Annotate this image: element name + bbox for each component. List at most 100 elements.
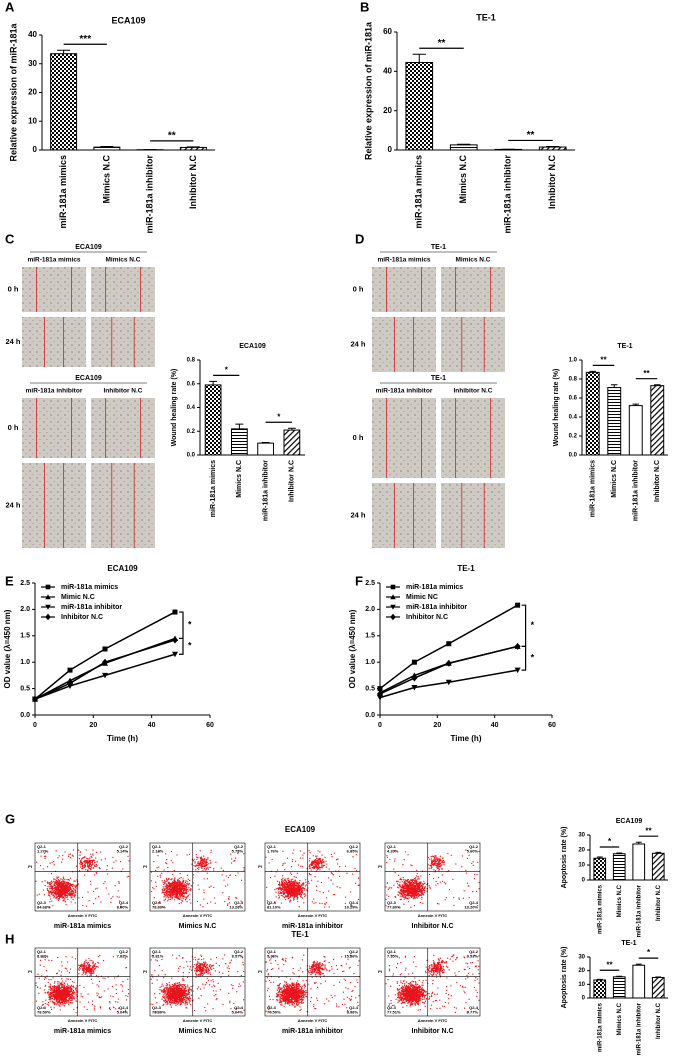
bar — [650, 385, 665, 456]
y-tick-label: 2.0 — [20, 606, 30, 613]
legend-label: Mimic NC — [406, 594, 438, 601]
micrograph — [22, 398, 86, 458]
significance-label: * — [647, 948, 651, 957]
y-tick-label: 0.5 — [20, 685, 30, 692]
y-axis-label: Wound healing rate (%) — [171, 369, 178, 447]
chart-title: ECA109 — [616, 818, 643, 825]
column-label: Mimics N.C — [455, 257, 490, 264]
legend-label: miR-181a mimics — [61, 584, 118, 591]
x-tick-label: 40 — [148, 722, 156, 729]
column-label: Inhibitor N.C — [454, 388, 493, 395]
y-axis-label: Relative expression of miR-181a — [8, 22, 18, 161]
error-bar — [100, 146, 114, 148]
error-bar — [632, 403, 639, 406]
y-axis-label: PI — [378, 969, 382, 974]
quadrant-percent: 77.51% — [387, 1010, 401, 1015]
sample-label: miR-181a inhibitor — [282, 1028, 343, 1035]
series-line — [379, 669, 518, 699]
error-bar — [654, 384, 661, 386]
significance-bracket — [179, 637, 184, 655]
y-tick-label: 0.8 — [569, 377, 578, 383]
quadrant-name: Q2-3 — [267, 1005, 277, 1010]
x-tick-label: Inhibitor N.C — [188, 155, 198, 209]
series-line — [34, 611, 176, 700]
point-marker — [102, 658, 108, 666]
y-axis-label: Relative expression of miR-181a — [363, 21, 373, 160]
row-label: 0 h — [8, 423, 19, 432]
significance-label: * — [188, 641, 192, 651]
y-axis-label: Apoptosis rate (%) — [561, 947, 568, 1009]
plot-frame — [34, 947, 131, 1017]
dot-cloud — [265, 954, 360, 1013]
chart-title: TE-1 — [476, 12, 496, 22]
legend-marker — [45, 604, 51, 610]
significance-label: ** — [527, 130, 535, 141]
significance-label: * — [531, 653, 535, 663]
y-axis-label: PI — [378, 864, 382, 869]
quadrant-percent: 15.86% — [344, 954, 358, 959]
micrograph — [372, 483, 436, 548]
micrograph — [22, 317, 86, 367]
error-bar — [457, 143, 471, 145]
quadrant-percent: 5.36% — [267, 954, 279, 959]
series-line — [34, 639, 176, 700]
wound-edge — [394, 483, 414, 548]
x-axis-label: Annexin V FITC — [418, 1018, 448, 1023]
sample-label: miR-181a mimics — [54, 923, 111, 930]
y-tick-label: 0 — [582, 996, 586, 1002]
x-tick-label: Inhibitor N.C — [547, 155, 557, 209]
significance-label: ** — [645, 826, 652, 835]
micrograph — [441, 398, 505, 478]
legend-label: miR-181a inhibitor — [406, 604, 467, 611]
quadrant-name: Q2-2 — [349, 844, 359, 849]
quadrant-gate — [265, 843, 360, 911]
x-tick-label: Mimics N.C — [458, 155, 468, 204]
bar — [405, 61, 434, 151]
series-line — [379, 645, 518, 694]
dot-cloud — [385, 954, 480, 1014]
dot-cloud — [35, 955, 130, 1014]
bar — [628, 405, 643, 456]
wound-edge — [455, 398, 491, 478]
block-header: ECA109 — [75, 375, 102, 382]
wound-edge — [111, 317, 135, 367]
x-axis-label: Annexin V FITC — [68, 913, 98, 918]
bar — [612, 976, 626, 999]
column-label: Inhibitor N.C — [104, 388, 143, 395]
quadrant-percent: 8.53% — [467, 954, 479, 959]
error-bar — [611, 384, 618, 388]
y-axis-label: OD value (λ=450 nm) — [3, 609, 12, 688]
quadrant-percent: 8.90% — [117, 905, 129, 910]
column-label: miR-181a mimics — [377, 257, 430, 264]
quadrant-name: Q2-1 — [37, 949, 47, 954]
legend-label: Mimic N.C — [61, 594, 95, 601]
dot-cloud — [150, 954, 245, 1013]
x-tick-label: Mimics N.C — [611, 460, 618, 498]
wound-edge — [36, 267, 72, 312]
chart-title: TE-1 — [617, 343, 632, 350]
x-tick-label: miR-181a inhibitor — [633, 460, 640, 521]
error-bar — [186, 146, 200, 148]
bar — [50, 53, 78, 151]
plot-frame — [149, 947, 246, 1017]
x-tick-label: Inhibitor N.C — [656, 884, 662, 921]
x-axis-label: Annexin V FITC — [183, 1018, 213, 1023]
x-axis-label: Annexin V FITC — [183, 913, 213, 918]
bar — [231, 428, 248, 456]
x-axis-label: Annexin V FITC — [68, 1018, 98, 1023]
row-label: 0 h — [353, 284, 364, 293]
legend-marker — [45, 594, 51, 600]
x-tick-label: Inhibitor N.C — [289, 460, 296, 502]
x-tick-label: Mimics N.C — [617, 884, 623, 917]
y-tick-label: 0 — [388, 145, 393, 154]
quadrant-percent: 78.50% — [37, 1010, 51, 1015]
quadrant-gate — [150, 843, 245, 911]
y-tick-label: 0.4 — [569, 415, 578, 421]
point-marker — [377, 690, 383, 698]
quadrant-name: Q2-4 — [349, 1005, 359, 1010]
chart-title: TE-1 — [457, 564, 475, 573]
error-bar — [655, 851, 662, 854]
column-label: Mimics N.C — [105, 257, 140, 264]
quadrant-name: Q2-2 — [234, 844, 244, 849]
y-tick-label: 0 — [33, 145, 38, 154]
